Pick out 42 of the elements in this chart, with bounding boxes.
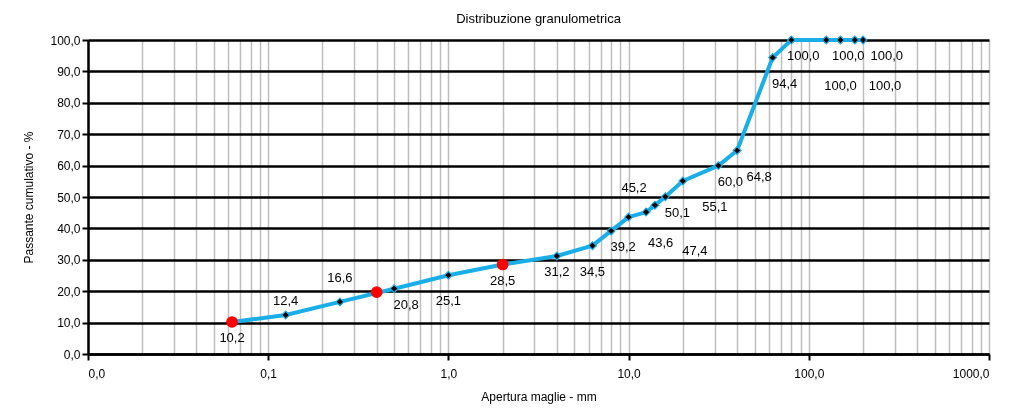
data-label: 39,2	[610, 238, 636, 254]
x-tick-label: 10,0	[617, 366, 642, 381]
data-label: 100,0	[868, 78, 902, 93]
chart-title: Distribuzione granulometrica	[456, 10, 622, 26]
data-label: 10,2	[219, 329, 245, 345]
data-label: 12,4	[273, 293, 299, 309]
data-label: 20,8	[393, 296, 419, 312]
y-tick-label: 40,0	[57, 221, 81, 236]
data-label: 45,2	[621, 180, 647, 196]
data-label: 16,6	[327, 269, 353, 285]
data-label: 100,0	[831, 48, 865, 63]
data-label: 60,0	[717, 173, 744, 189]
x-tick-label: 0,1	[260, 366, 278, 381]
data-label: 55,1	[702, 198, 728, 214]
data-label: 43,6	[647, 235, 674, 251]
y-tick-label: 90,0	[57, 64, 81, 79]
data-label: 100,0	[787, 48, 820, 63]
y-tick-label: 80,0	[57, 96, 81, 111]
data-label: 34,5	[579, 263, 606, 279]
y-tick-label: 60,0	[57, 159, 81, 174]
data-label: 25,1	[435, 293, 462, 309]
data-label: 47,4	[682, 243, 708, 259]
data-label: 64,8	[746, 168, 772, 184]
y-axis-title: Passante cumulativo - %	[22, 131, 37, 264]
data-label: 28,5	[489, 272, 516, 288]
data-label: 50,1	[664, 204, 691, 220]
y-tick-label: 20,0	[57, 284, 81, 299]
data-label: 94,4	[771, 75, 798, 91]
data-label: 100,0	[870, 48, 904, 63]
x-tick-label: 1000,0	[952, 366, 990, 381]
y-tick-label: 70,0	[57, 127, 81, 142]
data-label: 31,2	[544, 264, 570, 280]
y-tick-label: 50,0	[57, 190, 81, 205]
y-tick-label: 0,0	[63, 347, 81, 362]
y-tick-label: 10,0	[57, 316, 81, 331]
data-label: 100,0	[824, 78, 857, 93]
y-tick-label: 30,0	[57, 253, 81, 268]
x-tick-label: 0,0	[88, 366, 106, 381]
x-tick-label: 100,0	[794, 366, 825, 381]
x-axis-title: Apertura maglie - mm	[481, 389, 597, 404]
x-tick-label: 1,0	[440, 366, 458, 381]
y-tick-label: 100,0	[50, 33, 81, 48]
